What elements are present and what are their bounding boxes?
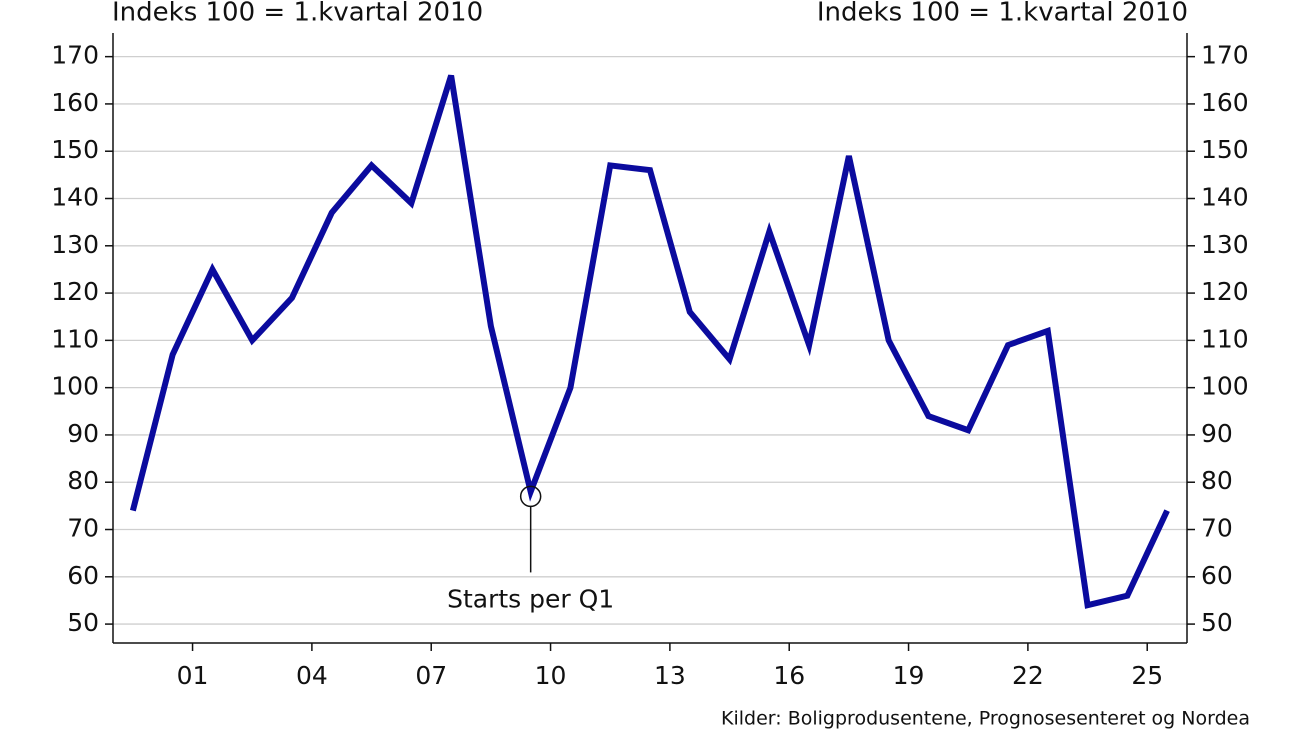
y-tick-label: 80 [67,466,99,495]
source: Kilder: Boligprodusentene, Prognosesente… [721,708,1250,730]
line [129,74,1170,609]
y-tick-label: 60 [67,561,99,590]
x-tick-label: 16 [773,661,805,690]
y-tick-label: 170 [51,41,99,70]
y-tick-label: 130 [51,230,99,259]
x-tick-label: 22 [1012,661,1044,690]
y2-tick-label: 90 [1201,419,1233,448]
x-tick-label: 07 [415,661,447,690]
y2-tick-label: 80 [1201,466,1233,495]
x-tick-label: 01 [177,661,209,690]
x-tick-label: 13 [654,661,686,690]
y2-tick-label: 60 [1201,561,1233,590]
y2-tick-label: 120 [1201,277,1249,306]
y-tick-label: 120 [51,277,99,306]
y2-tick-label: 150 [1201,135,1249,164]
y-tick-label: 110 [51,324,99,353]
y2-axis-label: Indeks 100 = 1.kvartal 2010 [817,0,1188,28]
y2-tick-label: 70 [1201,514,1233,543]
y-tick-label: 70 [67,514,99,543]
x-tick-label: 19 [893,661,925,690]
y2-tick-label: 160 [1201,88,1249,117]
y-tick-label: 100 [51,372,99,401]
y-axis-label: Indeks 100 = 1.kvartal 2010 [112,0,483,28]
y-tick-label: 160 [51,88,99,117]
y2-tick-label: 170 [1201,41,1249,70]
x-tick-label: 10 [535,661,567,690]
y2-tick-label: 140 [1201,183,1249,212]
y2-tick-label: 100 [1201,372,1249,401]
y-tick-label: 150 [51,135,99,164]
y2-tick-label: 130 [1201,230,1249,259]
y2-tick-label: 50 [1201,608,1233,637]
annotation-text: Starts per Q1 [447,584,614,613]
y-tick-label: 50 [67,608,99,637]
y-tick-label: 90 [67,419,99,448]
y2-tick-label: 110 [1201,324,1249,353]
y-tick-label: 140 [51,183,99,212]
x-tick-label: 25 [1131,661,1163,690]
x-tick-label: 04 [296,661,328,690]
